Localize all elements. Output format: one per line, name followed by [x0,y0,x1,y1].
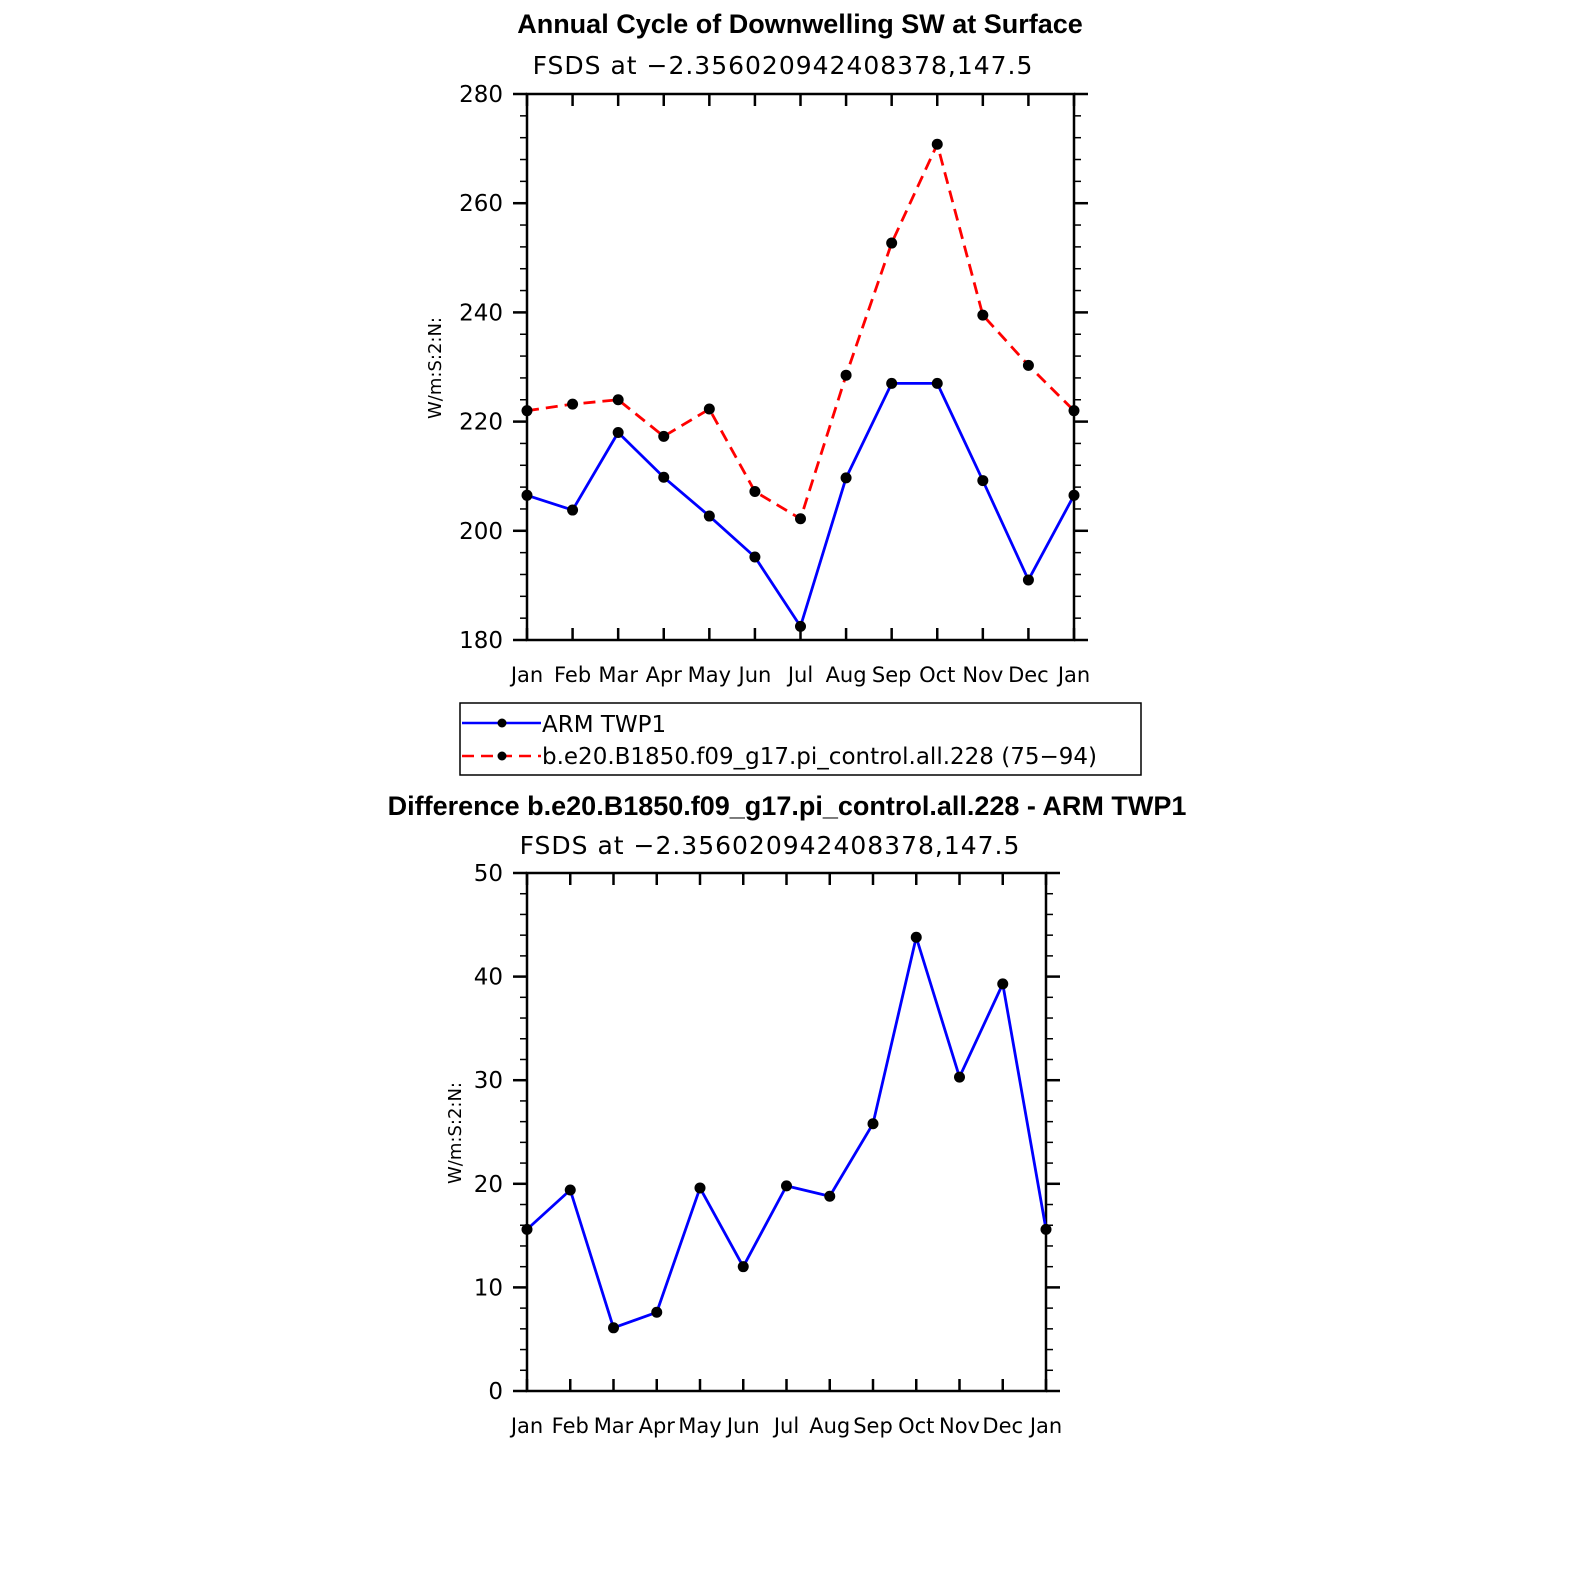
legend-label-arm-twp1: ARM TWP1 [542,712,666,738]
chart2-x-tick-label: Sep [853,1414,893,1438]
chart1-y-tick-label: 280 [459,82,503,108]
chart1-series-1-point [612,394,624,406]
chart2-series-0-point [521,1223,533,1235]
chart1-series-1-point [931,138,943,150]
chart1-series-0-point [521,489,533,501]
chart2-x-tick-label: Jul [772,1414,799,1438]
chart2-subtitle: FSDS at −2.356020942408378,147.5 [520,831,1021,860]
chart1-series-0-point [977,475,989,487]
chart2-series-0-point [997,978,1009,990]
chart2-y-tick-label: 10 [474,1275,503,1301]
chart1-y-tick-label: 220 [459,410,503,436]
chart1-x-tick-label: Dec [1008,663,1049,687]
chart1-series-1-point [567,398,579,410]
chart1-subtitle: FSDS at −2.356020942408378,147.5 [533,51,1034,80]
chart2-series-0-point [651,1306,663,1318]
chart1-y-tick-label: 240 [459,300,503,326]
chart1-series-0-point [1022,574,1034,586]
chart1-x-tick-label: Sep [872,663,912,687]
chart2-series-0-point [608,1322,619,1334]
chart1-plot-frame [525,92,1076,642]
legend-marker-model [497,751,507,761]
chart1-series-0-point [749,551,761,563]
chart1-series-1-point [886,237,898,249]
chart1-y-tick-label: 180 [459,628,503,654]
chart2-x-tick-label: Nov [939,1414,980,1438]
chart2-x-tick-label: Mar [594,1414,634,1438]
chart1-x-tick-label: Jan [1056,663,1090,687]
chart1-series-0-point [1068,489,1080,501]
chart2-y-tick-label: 40 [474,965,503,991]
chart2-y-axis-label: W/m:S:2:N: [445,1082,466,1184]
chart2-series-0-point [694,1182,706,1194]
chart1-x-tick-label: Aug [826,663,867,687]
chart2-series-0-point [1040,1223,1052,1235]
chart1-series-line-0 [526,381,1076,628]
chart1-series-1-point [1022,359,1034,371]
chart2-series-0-point [564,1184,576,1196]
chart2-series-0-point [867,1118,879,1130]
chart1-series-1-point [1068,405,1080,417]
chart2-x-tick-label: Dec [982,1414,1023,1438]
chart2-x-tick-label: Apr [639,1414,676,1438]
chart1-series-1-point [749,485,761,497]
chart1-y-tick-label: 260 [459,191,503,217]
chart2-series-0-point [737,1261,749,1273]
chart2-title: Difference b.e20.B1850.f09_g17.pi_contro… [388,791,1187,821]
chart1-series-1-point [703,403,715,415]
chart2-series-0-point [954,1071,965,1083]
chart1-x-tick-label: Nov [962,663,1003,687]
chart2-series-0-point [910,931,922,943]
chart1-series-0-point [703,510,715,522]
chart1-series-1-point [795,513,806,525]
chart1-legend: ARM TWP1 b.e20.B1850.f09_g17.pi_control.… [459,702,1142,776]
chart1-x-tick-label: Jul [786,663,813,687]
chart2-series-line-0 [526,935,1048,1330]
chart1-series-1-point [977,309,989,321]
chart1-y-tick-label: 200 [459,519,503,545]
chart2-y-tick-label: 0 [488,1379,503,1405]
chart1-series-0-point [795,620,806,632]
chart2-x-tick-label: Oct [898,1414,934,1438]
chart2-y-tick-label: 50 [474,861,503,887]
chart1-series-0-point [886,377,898,389]
chart2-x-tick-label: Aug [809,1414,850,1438]
chart2-x-tick-label: Jan [1028,1414,1062,1438]
legend-marker-arm-twp1 [497,718,507,728]
legend-label-model: b.e20.B1850.f09_g17.pi_control.all.228 (… [542,744,1097,770]
chart2-y-tick-label: 30 [474,1068,503,1094]
chart1-series-1-point [658,430,670,442]
chart1-series-0-point [931,377,943,389]
chart2-plot-frame [525,871,1048,1393]
chart2-x-tick-label: May [678,1414,721,1438]
chart2-x-tick-label: Jan [509,1414,543,1438]
legend-box [459,702,1142,776]
chart2-series-0-point [824,1190,836,1202]
chart2-x-tick-label: Jun [725,1414,760,1438]
chart2-y-tick-label: 20 [474,1172,503,1198]
chart1-series-0-point [840,472,852,484]
chart1-x-tick-label: Mar [598,663,638,687]
chart1-x-tick-label: May [688,663,731,687]
chart1-x-tick-label: Jan [509,663,543,687]
chart1-x-tick-label: Feb [554,663,591,687]
chart1-series-line-1 [526,142,1075,521]
chart2-x-tick-label: Feb [552,1414,589,1438]
chart2-series-0-point [781,1180,792,1192]
chart1-title: Annual Cycle of Downwelling SW at Surfac… [517,9,1083,39]
chart1-series-1-point [840,369,852,381]
chart1-y-axis-label: W/m:S:2:N: [425,317,446,419]
chart1-x-tick-label: Jun [737,663,772,687]
chart1-x-tick-label: Apr [646,663,683,687]
chart1-series-0-point [567,504,579,516]
chart1-series-0-point [612,427,624,439]
chart1-series-1-point [521,405,533,417]
chart1-series-0-point [658,471,670,483]
chart1-x-tick-label: Oct [919,663,955,687]
